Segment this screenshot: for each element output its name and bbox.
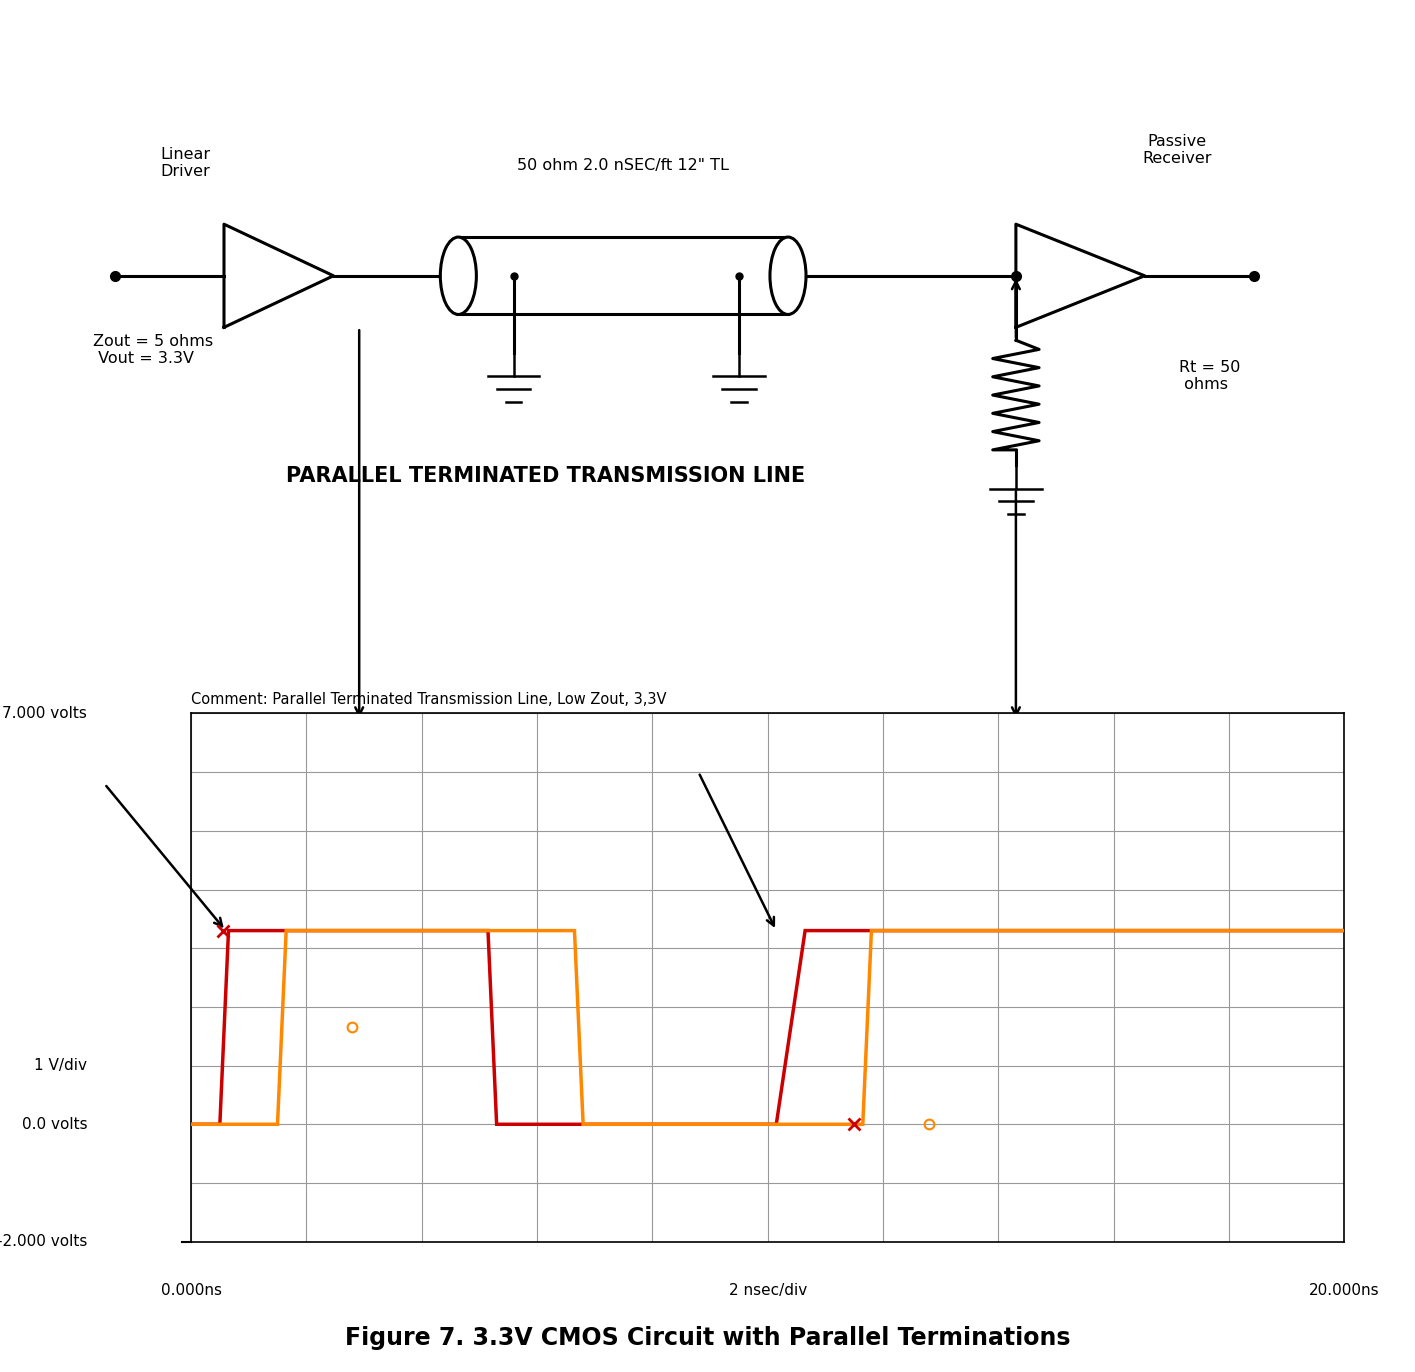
- Ellipse shape: [440, 237, 477, 314]
- Text: Figure 7. 3.3V CMOS Circuit with Parallel Terminations: Figure 7. 3.3V CMOS Circuit with Paralle…: [345, 1325, 1070, 1350]
- Ellipse shape: [770, 237, 807, 314]
- Text: 1 V/div: 1 V/div: [34, 1058, 88, 1073]
- Text: Comment: Parallel Terminated Transmission Line, Low Zout, 3,3V: Comment: Parallel Terminated Transmissio…: [191, 691, 666, 707]
- Text: 2 nsec/div: 2 nsec/div: [729, 1283, 807, 1298]
- Text: 0.000ns: 0.000ns: [160, 1283, 222, 1298]
- Text: 20.000ns: 20.000ns: [1309, 1283, 1380, 1298]
- Text: Passive
Receiver: Passive Receiver: [1142, 133, 1211, 166]
- Text: Linear
Driver: Linear Driver: [160, 147, 211, 180]
- Text: 50 ohm 2.0 nSEC/ft 12" TL: 50 ohm 2.0 nSEC/ft 12" TL: [518, 158, 729, 173]
- Text: 0.0 volts: 0.0 volts: [21, 1117, 88, 1132]
- Text: -2.000 volts: -2.000 volts: [0, 1235, 88, 1249]
- Text: Zout = 5 ohms
 Vout = 3.3V: Zout = 5 ohms Vout = 3.3V: [92, 333, 212, 366]
- FancyBboxPatch shape: [458, 237, 788, 314]
- Text: 7.000 volts: 7.000 volts: [3, 707, 88, 720]
- Text: Rt = 50
 ohms: Rt = 50 ohms: [1180, 359, 1241, 392]
- Text: PARALLEL TERMINATED TRANSMISSION LINE: PARALLEL TERMINATED TRANSMISSION LINE: [286, 465, 805, 486]
